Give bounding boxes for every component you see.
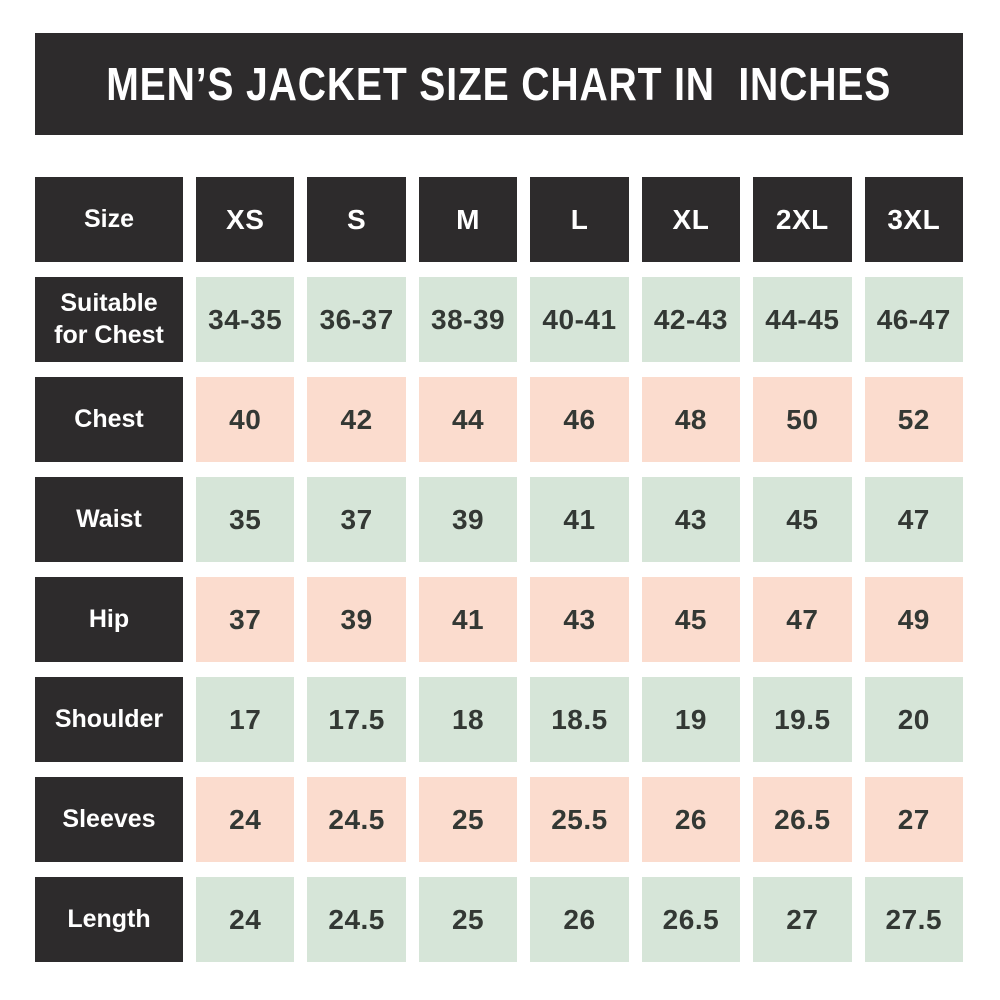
value-cell: 36-37	[307, 277, 406, 362]
value-cell: 39	[307, 577, 406, 662]
value-cell: 40-41	[530, 277, 629, 362]
row-label-cell: Sleeves	[35, 777, 183, 862]
header-label-cell: Size	[35, 177, 183, 262]
value-cell: 46-47	[864, 277, 963, 362]
value-cell: 34-35	[196, 277, 295, 362]
page-root: MEN’S JACKET SIZE CHART IN INCHES Size X…	[35, 33, 963, 962]
value-cell: 26	[641, 777, 741, 862]
value-cell: 43	[530, 577, 629, 662]
value-cell: 42-43	[641, 277, 741, 362]
value-cell: 44-45	[753, 277, 852, 362]
row-label-cell: Waist	[35, 477, 183, 562]
value-cell: 45	[641, 577, 741, 662]
value-cell: 38-39	[418, 277, 518, 362]
value-cell: 26	[530, 877, 629, 962]
value-cell: 18	[418, 677, 518, 762]
value-cell: 18.5	[530, 677, 629, 762]
value-cell: 43	[641, 477, 741, 562]
value-cell: 50	[753, 377, 852, 462]
value-cell: 39	[418, 477, 518, 562]
value-cell: 27	[864, 777, 963, 862]
value-cell: 48	[641, 377, 741, 462]
row-label-cell: Suitable for Chest	[35, 277, 183, 362]
value-cell: 44	[418, 377, 518, 462]
value-cell: 47	[864, 477, 963, 562]
value-cell: 37	[307, 477, 406, 562]
value-cell: 24	[196, 877, 295, 962]
value-cell: 42	[307, 377, 406, 462]
value-cell: 19	[641, 677, 741, 762]
size-chart-table: Size XS S M L XL 2XL 3XL Suitable for Ch…	[35, 177, 963, 962]
header-size-cell-3xl: 3XL	[864, 177, 963, 262]
value-cell: 46	[530, 377, 629, 462]
value-cell: 52	[864, 377, 963, 462]
header-size-cell-l: L	[530, 177, 629, 262]
value-cell: 35	[196, 477, 295, 562]
header-size-cell-2xl: 2XL	[753, 177, 852, 262]
value-cell: 47	[753, 577, 852, 662]
value-cell: 27.5	[864, 877, 963, 962]
value-cell: 40	[196, 377, 295, 462]
value-cell: 26.5	[641, 877, 741, 962]
value-cell: 19.5	[753, 677, 852, 762]
value-cell: 49	[864, 577, 963, 662]
value-cell: 25	[418, 877, 518, 962]
row-label-cell: Length	[35, 877, 183, 962]
value-cell: 27	[753, 877, 852, 962]
value-cell: 41	[530, 477, 629, 562]
value-cell: 45	[753, 477, 852, 562]
header-size-cell-s: S	[307, 177, 406, 262]
row-label-cell: Hip	[35, 577, 183, 662]
value-cell: 37	[196, 577, 295, 662]
row-label-cell: Shoulder	[35, 677, 183, 762]
value-cell: 24.5	[307, 777, 406, 862]
header-size-cell-xl: XL	[641, 177, 741, 262]
value-cell: 17	[196, 677, 295, 762]
page-title: MEN’S JACKET SIZE CHART IN INCHES	[106, 58, 892, 110]
value-cell: 17.5	[307, 677, 406, 762]
row-label-cell: Chest	[35, 377, 183, 462]
value-cell: 24.5	[307, 877, 406, 962]
title-banner: MEN’S JACKET SIZE CHART IN INCHES	[35, 33, 963, 135]
value-cell: 25	[418, 777, 518, 862]
value-cell: 41	[418, 577, 518, 662]
value-cell: 25.5	[530, 777, 629, 862]
value-cell: 24	[196, 777, 295, 862]
header-size-cell-xs: XS	[196, 177, 295, 262]
header-size-cell-m: M	[418, 177, 518, 262]
value-cell: 26.5	[753, 777, 852, 862]
value-cell: 20	[864, 677, 963, 762]
